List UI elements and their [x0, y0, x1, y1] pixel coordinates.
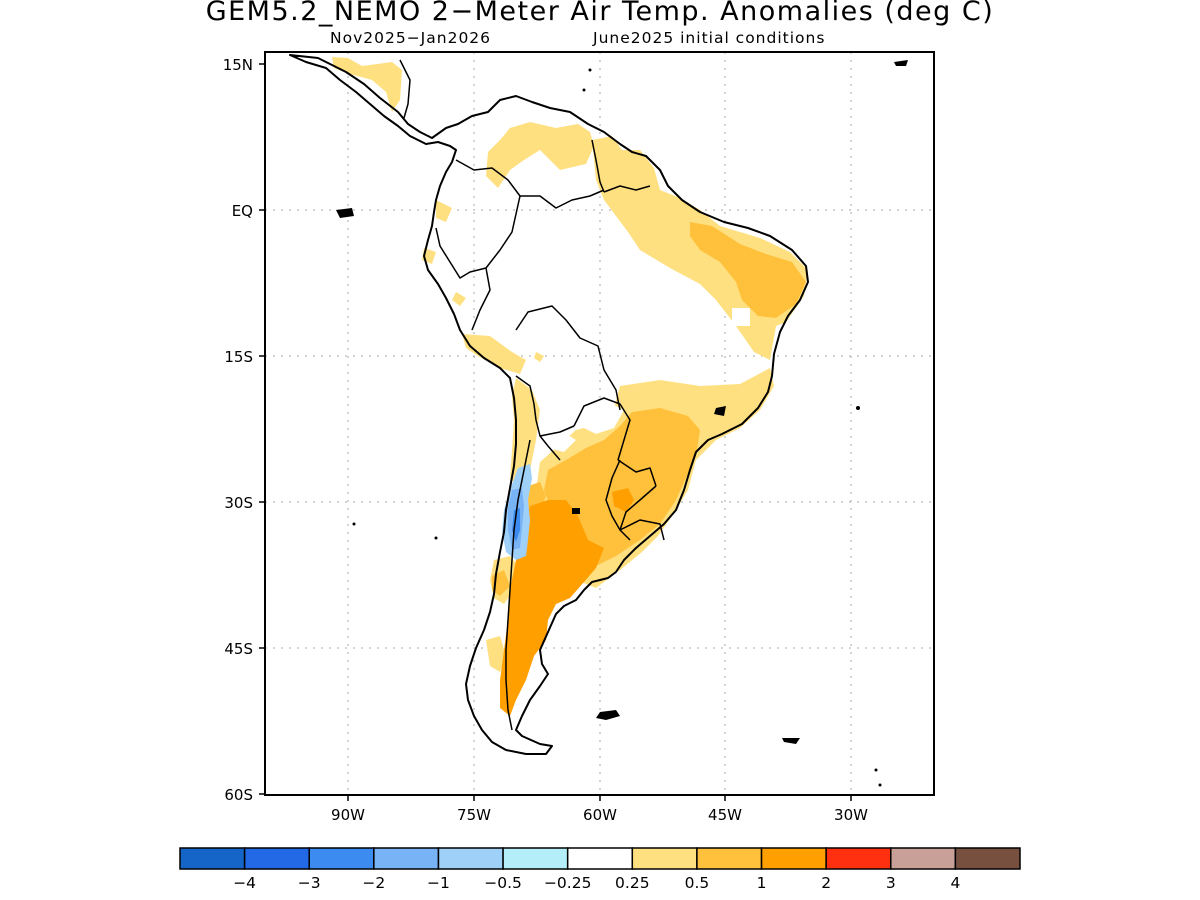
colorbar-swatch [437, 847, 504, 870]
map-plot-area [265, 52, 934, 795]
colorbar-tick-label: 4 [950, 874, 960, 892]
colorbar-swatch [373, 847, 440, 870]
colorbar-tick-label: 0.5 [685, 874, 710, 892]
latitude-tick-labels: 15N EQ 15S 30S 45S 60S [223, 56, 253, 804]
colorbar-tick-label: −0.25 [544, 874, 592, 892]
colorbar-swatch [954, 847, 1021, 870]
colorbar-swatch [760, 847, 827, 870]
lon-label-60w: 60W [583, 806, 617, 824]
colorbar-tick-label: 0.25 [615, 874, 650, 892]
colorbar-tick-label: −0.5 [484, 874, 522, 892]
lon-label-45w: 45W [708, 806, 742, 824]
lat-label-60s: 60S [224, 786, 253, 804]
map-title: GEM5.2_NEMO 2−Meter Air Temp. Anomalies … [205, 0, 995, 27]
colorbar-swatches [179, 847, 1021, 870]
coastlines [289, 54, 809, 755]
colorbar-tick-label: −1 [427, 874, 450, 892]
colorbar-tick-label: 3 [886, 874, 896, 892]
colorbar-tick-label: −3 [298, 874, 321, 892]
longitude-axis [347, 795, 852, 801]
islands [336, 60, 908, 787]
colorbar-swatch [825, 847, 892, 870]
latitude-axis [259, 63, 265, 795]
colorbar-swatch [179, 847, 246, 870]
colorbar-swatch [696, 847, 763, 870]
lon-label-30w: 30W [834, 806, 868, 824]
colorbar-swatch [243, 847, 310, 870]
colorbar: −4 −3 −2 −1 −0.5 −0.25 0.25 0.5 1 2 3 4 [179, 847, 1021, 892]
longitude-tick-labels: 90W 75W 60W 45W 30W [331, 806, 868, 824]
colorbar-tick-label: 2 [821, 874, 831, 892]
lat-label-eq: EQ [232, 202, 253, 220]
colorbar-swatch [566, 847, 634, 870]
colorbar-swatch [890, 847, 957, 870]
colorbar-tick-label: 1 [757, 874, 767, 892]
map-subtitle: Nov2025−Jan2026 June2025 initial conditi… [0, 29, 1200, 47]
lon-label-90w: 90W [331, 806, 365, 824]
lon-label-75w: 75W [457, 806, 491, 824]
neutral-zones [544, 308, 750, 452]
colorbar-swatch [631, 847, 698, 870]
colorbar-swatch [308, 847, 375, 870]
colorbar-swatch [502, 847, 569, 870]
initial-conditions-label: June2025 initial conditions [593, 29, 826, 47]
lat-label-15s: 15S [224, 348, 253, 366]
colorbar-labels: −4 −3 −2 −1 −0.5 −0.25 0.25 0.5 1 2 3 4 [233, 874, 960, 892]
lat-label-30s: 30S [224, 494, 253, 512]
colorbar-tick-label: −4 [233, 874, 256, 892]
forecast-period-label: Nov2025−Jan2026 [330, 29, 492, 47]
colorbar-tick-label: −2 [362, 874, 385, 892]
lat-label-15n: 15N [223, 56, 253, 74]
lat-label-45s: 45S [224, 640, 253, 658]
